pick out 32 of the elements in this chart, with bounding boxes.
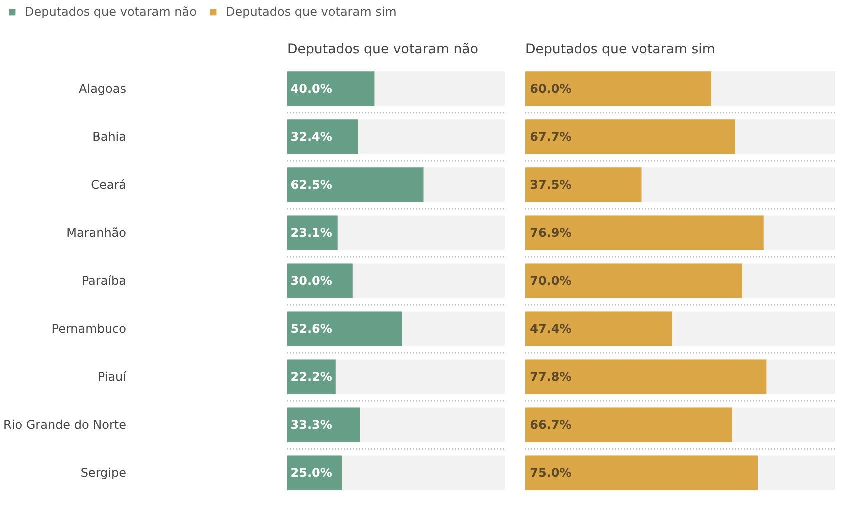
data-label: 33.3% [290,418,332,432]
data-label: 77.8% [530,370,572,384]
data-label: 66.7% [530,418,572,432]
y-tick-label: Rio Grande do Norte [4,418,127,432]
data-label: 60.0% [530,82,572,96]
data-label: 37.5% [530,178,572,192]
y-tick-label: Paraíba [82,274,127,288]
y-tick-label: Maranhão [66,226,127,240]
y-tick-label: Piauí [98,370,128,384]
bar [288,216,338,250]
data-label: 70.0% [530,274,572,288]
y-tick-label: Sergipe [80,466,127,480]
y-tick-label: Bahia [92,130,127,144]
y-tick-label: Pernambuco [52,322,127,336]
data-label: 25.0% [290,466,332,480]
data-label: 76.9% [530,226,572,240]
legend-label: Deputados que votaram sim [226,5,397,19]
data-label: 22.2% [290,370,332,384]
y-tick-label: Alagoas [79,82,127,96]
data-label: 75.0% [530,466,572,480]
data-label: 67.7% [530,130,572,144]
chart-title: Deputados que votaram não [288,42,478,58]
data-label: 52.6% [290,322,332,336]
data-label: 32.4% [290,130,332,144]
data-label: 62.5% [290,178,332,192]
data-label: 30.0% [290,274,332,288]
chart-title: Deputados que votaram sim [526,42,716,58]
data-label: 23.1% [290,226,332,240]
data-label: 47.4% [530,322,572,336]
data-label: 40.0% [290,82,332,96]
y-tick-label: Ceará [91,178,127,192]
legend-label: Deputados que votaram não [25,5,197,19]
